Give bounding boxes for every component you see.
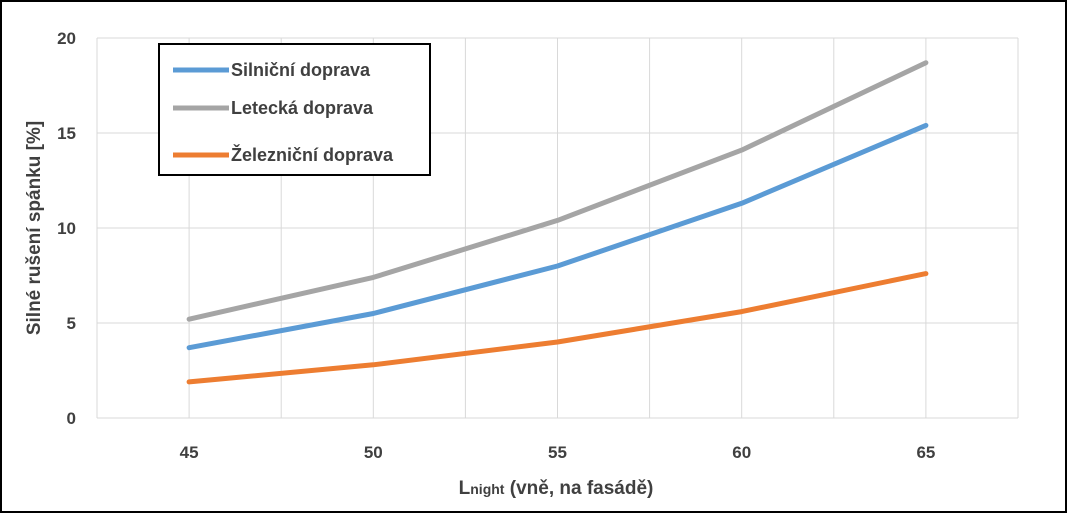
y-tick-label: 5 (67, 314, 76, 333)
y-tick-label: 10 (57, 219, 76, 238)
y-tick-labels: 0 5 10 15 20 (57, 29, 76, 428)
legend-label: Silniční doprava (231, 60, 371, 80)
x-tick-label: 60 (732, 443, 751, 462)
x-axis-title-main: L (459, 478, 471, 499)
x-tick-label: 55 (548, 443, 567, 462)
x-axis-title: Lnight (vně, na fasádě) (459, 478, 654, 499)
y-tick-label: 0 (67, 409, 76, 428)
x-axis-title-subscript: night (470, 481, 505, 497)
y-tick-label: 20 (57, 29, 76, 48)
x-tick-label: 45 (180, 443, 199, 462)
y-tick-label: 15 (57, 124, 76, 143)
x-axis-title-rest: (vně, na fasádě) (504, 478, 653, 499)
y-axis-title: Silné rušení spánku [%] (24, 121, 45, 335)
series-lines (186, 60, 929, 385)
x-tick-label: 50 (364, 443, 383, 462)
legend-label: Letecká doprava (231, 98, 374, 118)
x-tick-labels: 45 50 55 60 65 (180, 443, 936, 462)
x-tick-label: 65 (916, 443, 935, 462)
legend: Silniční doprava Letecká doprava Železničn… (158, 43, 431, 176)
legend-label: Železniční doprava (231, 144, 394, 165)
